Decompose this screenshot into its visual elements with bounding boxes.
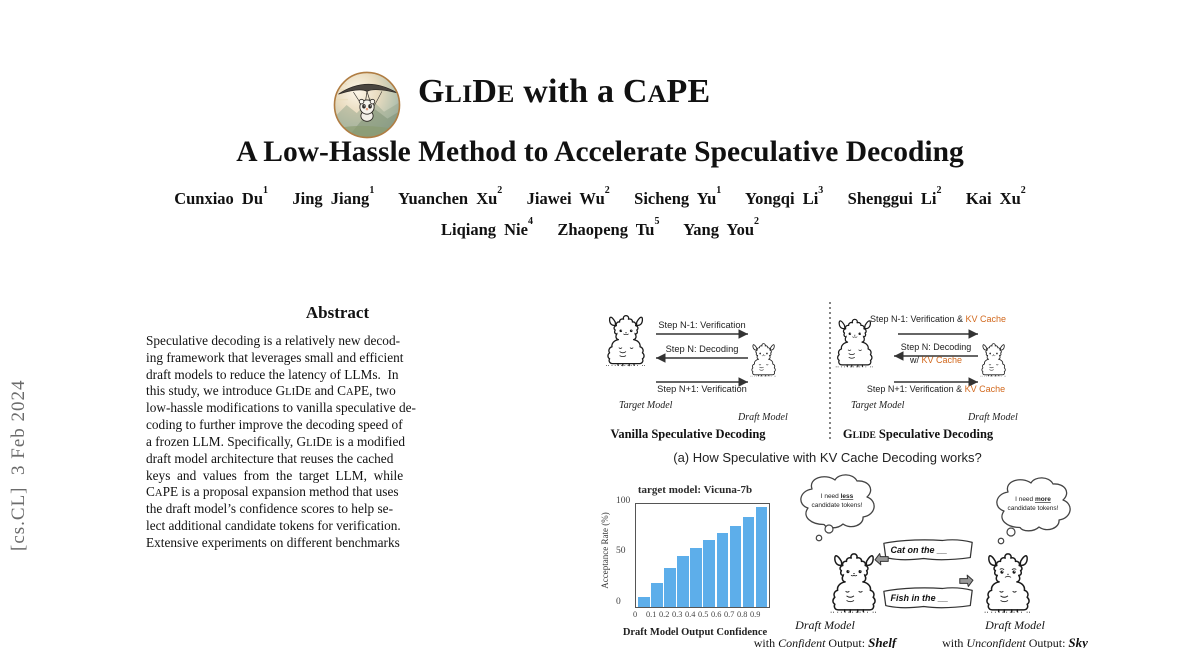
svg-text:Step N+1: Verification & KV Ca: Step N+1: Verification & KV Cache — [867, 384, 1005, 394]
svg-text:Target Model: Target Model — [851, 400, 905, 411]
svg-text:Step N+1: Verification: Step N+1: Verification — [657, 384, 747, 394]
svg-text:Step N-1: Verification: Step N-1: Verification — [658, 320, 745, 330]
svg-text:Vanilla Speculative Decoding: Vanilla Speculative Decoding — [610, 427, 766, 441]
svg-text:candidate tokens!: candidate tokens! — [812, 502, 863, 509]
svg-text:candidate tokens!: candidate tokens! — [1008, 505, 1059, 512]
svg-text:Cat on the __: Cat on the __ — [891, 545, 948, 555]
svg-text:Step N-1: Verification & KV Ca: Step N-1: Verification & KV Cache — [870, 314, 1006, 324]
svg-text:Step N: Decoding: Step N: Decoding — [901, 342, 972, 352]
svg-text:Draft Model: Draft Model — [737, 412, 788, 423]
svg-text:Draft Model: Draft Model — [967, 412, 1018, 423]
svg-text:w/ KV Cache: w/ KV Cache — [909, 355, 962, 365]
svg-text:I need less: I need less — [821, 493, 854, 500]
svg-text:Fish in the __: Fish in the __ — [891, 593, 949, 603]
svg-text:GLIDE Speculative Decoding: GLIDE Speculative Decoding — [843, 427, 994, 441]
svg-text:Step N: Decoding: Step N: Decoding — [666, 344, 739, 354]
svg-text:I need more: I need more — [1015, 496, 1051, 503]
svg-text:Target Model: Target Model — [619, 400, 673, 411]
